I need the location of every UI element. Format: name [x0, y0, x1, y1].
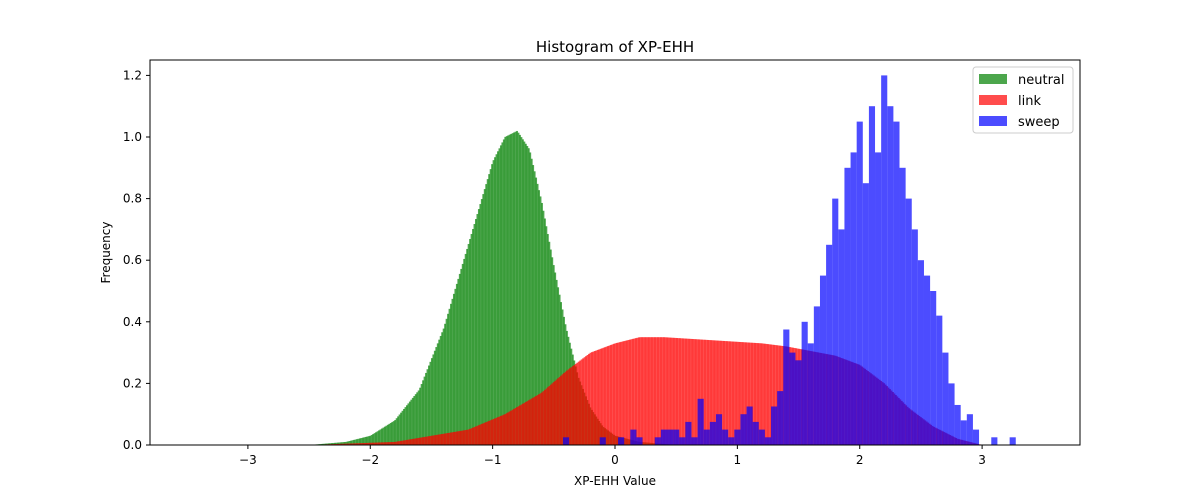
chart-title: Histogram of XP-EHH	[536, 38, 694, 56]
bar-sweep-18	[734, 430, 740, 445]
bar-sweep-53	[948, 383, 954, 445]
bar-sweep-1	[600, 437, 606, 445]
y-tick-label: 1.0	[123, 130, 142, 144]
bar-sweep-31	[814, 306, 820, 445]
bar-sweep-22	[759, 430, 765, 445]
bar-sweep-40	[869, 106, 875, 445]
bar-sweep-24	[771, 407, 777, 446]
y-tick-label: 0.0	[123, 438, 142, 452]
legend-label-neutral: neutral	[1018, 73, 1065, 88]
bar-sweep-30	[808, 343, 814, 445]
bar-sweep-39	[863, 183, 869, 445]
bar-sweep-25	[777, 391, 783, 445]
x-tick-label: 2	[856, 453, 864, 467]
legend-label-link: link	[1018, 94, 1041, 109]
bar-sweep-10	[685, 422, 691, 445]
bar-sweep-36	[844, 168, 850, 445]
bar-sweep-27	[789, 353, 795, 445]
bar-sweep-15	[716, 414, 722, 445]
bar-sweep-28	[795, 360, 801, 445]
bar-sweep-8	[673, 430, 679, 445]
legend-swatch-link	[979, 95, 1007, 105]
bar-sweep-19	[740, 414, 746, 445]
bar-sweep-9	[679, 437, 685, 445]
legend-label-sweep: sweep	[1018, 115, 1060, 130]
bar-sweep-55	[961, 420, 967, 445]
bar-sweep-20	[747, 407, 753, 446]
bar-sweep-2	[618, 437, 624, 445]
x-tick-label: 1	[734, 453, 742, 467]
bar-sweep-29	[802, 322, 808, 445]
legend-swatch-sweep	[979, 116, 1007, 126]
bar-sweep-50	[930, 291, 936, 445]
bar-sweep-58	[991, 437, 997, 445]
bar-sweep-7	[667, 430, 673, 445]
bar-sweep-35	[838, 229, 844, 445]
bar-sweep-26	[783, 330, 789, 446]
bar-sweep-32	[820, 276, 826, 445]
bar-sweep-13	[704, 430, 710, 445]
bar-sweep-47	[912, 229, 918, 445]
bar-sweep-52	[942, 353, 948, 445]
bar-sweep-5	[655, 437, 661, 445]
bar-sweep-38	[857, 122, 863, 445]
bar-sweep-59	[1010, 437, 1016, 445]
legend-swatch-neutral	[979, 74, 1007, 84]
x-axis-label: XP-EHH Value	[574, 474, 656, 488]
bar-sweep-37	[851, 152, 857, 445]
x-tick-label: 0	[611, 453, 619, 467]
bar-sweep-42	[881, 75, 887, 445]
bar-sweep-51	[936, 316, 942, 445]
bar-sweep-56	[967, 414, 973, 445]
bar-sweep-16	[722, 430, 728, 445]
x-tick-label: −3	[239, 453, 257, 467]
bar-sweep-41	[875, 152, 881, 445]
bar-sweep-45	[900, 168, 906, 445]
y-axis-label: Frequency	[99, 222, 113, 284]
bar-sweep-14	[710, 422, 716, 445]
bar-sweep-34	[832, 199, 838, 445]
legend: neutral link sweep	[973, 67, 1073, 133]
y-tick-label: 1.2	[123, 68, 142, 82]
bar-sweep-33	[826, 245, 832, 445]
bar-sweep-0	[563, 437, 569, 445]
bar-sweep-21	[753, 422, 759, 445]
y-tick-label: 0.6	[123, 253, 142, 267]
bar-sweep-6	[661, 430, 667, 445]
bar-sweep-11	[691, 437, 697, 445]
bar-sweep-23	[765, 437, 771, 445]
x-tick-label: −2	[361, 453, 379, 467]
y-tick-label: 0.2	[123, 376, 142, 390]
bars-layer	[309, 75, 1016, 445]
bar-sweep-57	[973, 430, 979, 445]
bar-sweep-3	[630, 430, 636, 445]
bar-sweep-46	[906, 199, 912, 445]
bar-sweep-48	[918, 260, 924, 445]
y-tick-label: 0.8	[123, 192, 142, 206]
bar-sweep-44	[893, 122, 899, 445]
bar-sweep-43	[887, 106, 893, 445]
x-tick-label: 3	[978, 453, 986, 467]
bar-sweep-12	[698, 399, 704, 445]
bar-sweep-49	[924, 276, 930, 445]
bar-sweep-17	[728, 437, 734, 445]
y-tick-label: 0.4	[123, 315, 142, 329]
x-tick-label: −1	[484, 453, 502, 467]
bar-sweep-54	[955, 405, 961, 445]
bar-sweep-4	[636, 437, 642, 445]
